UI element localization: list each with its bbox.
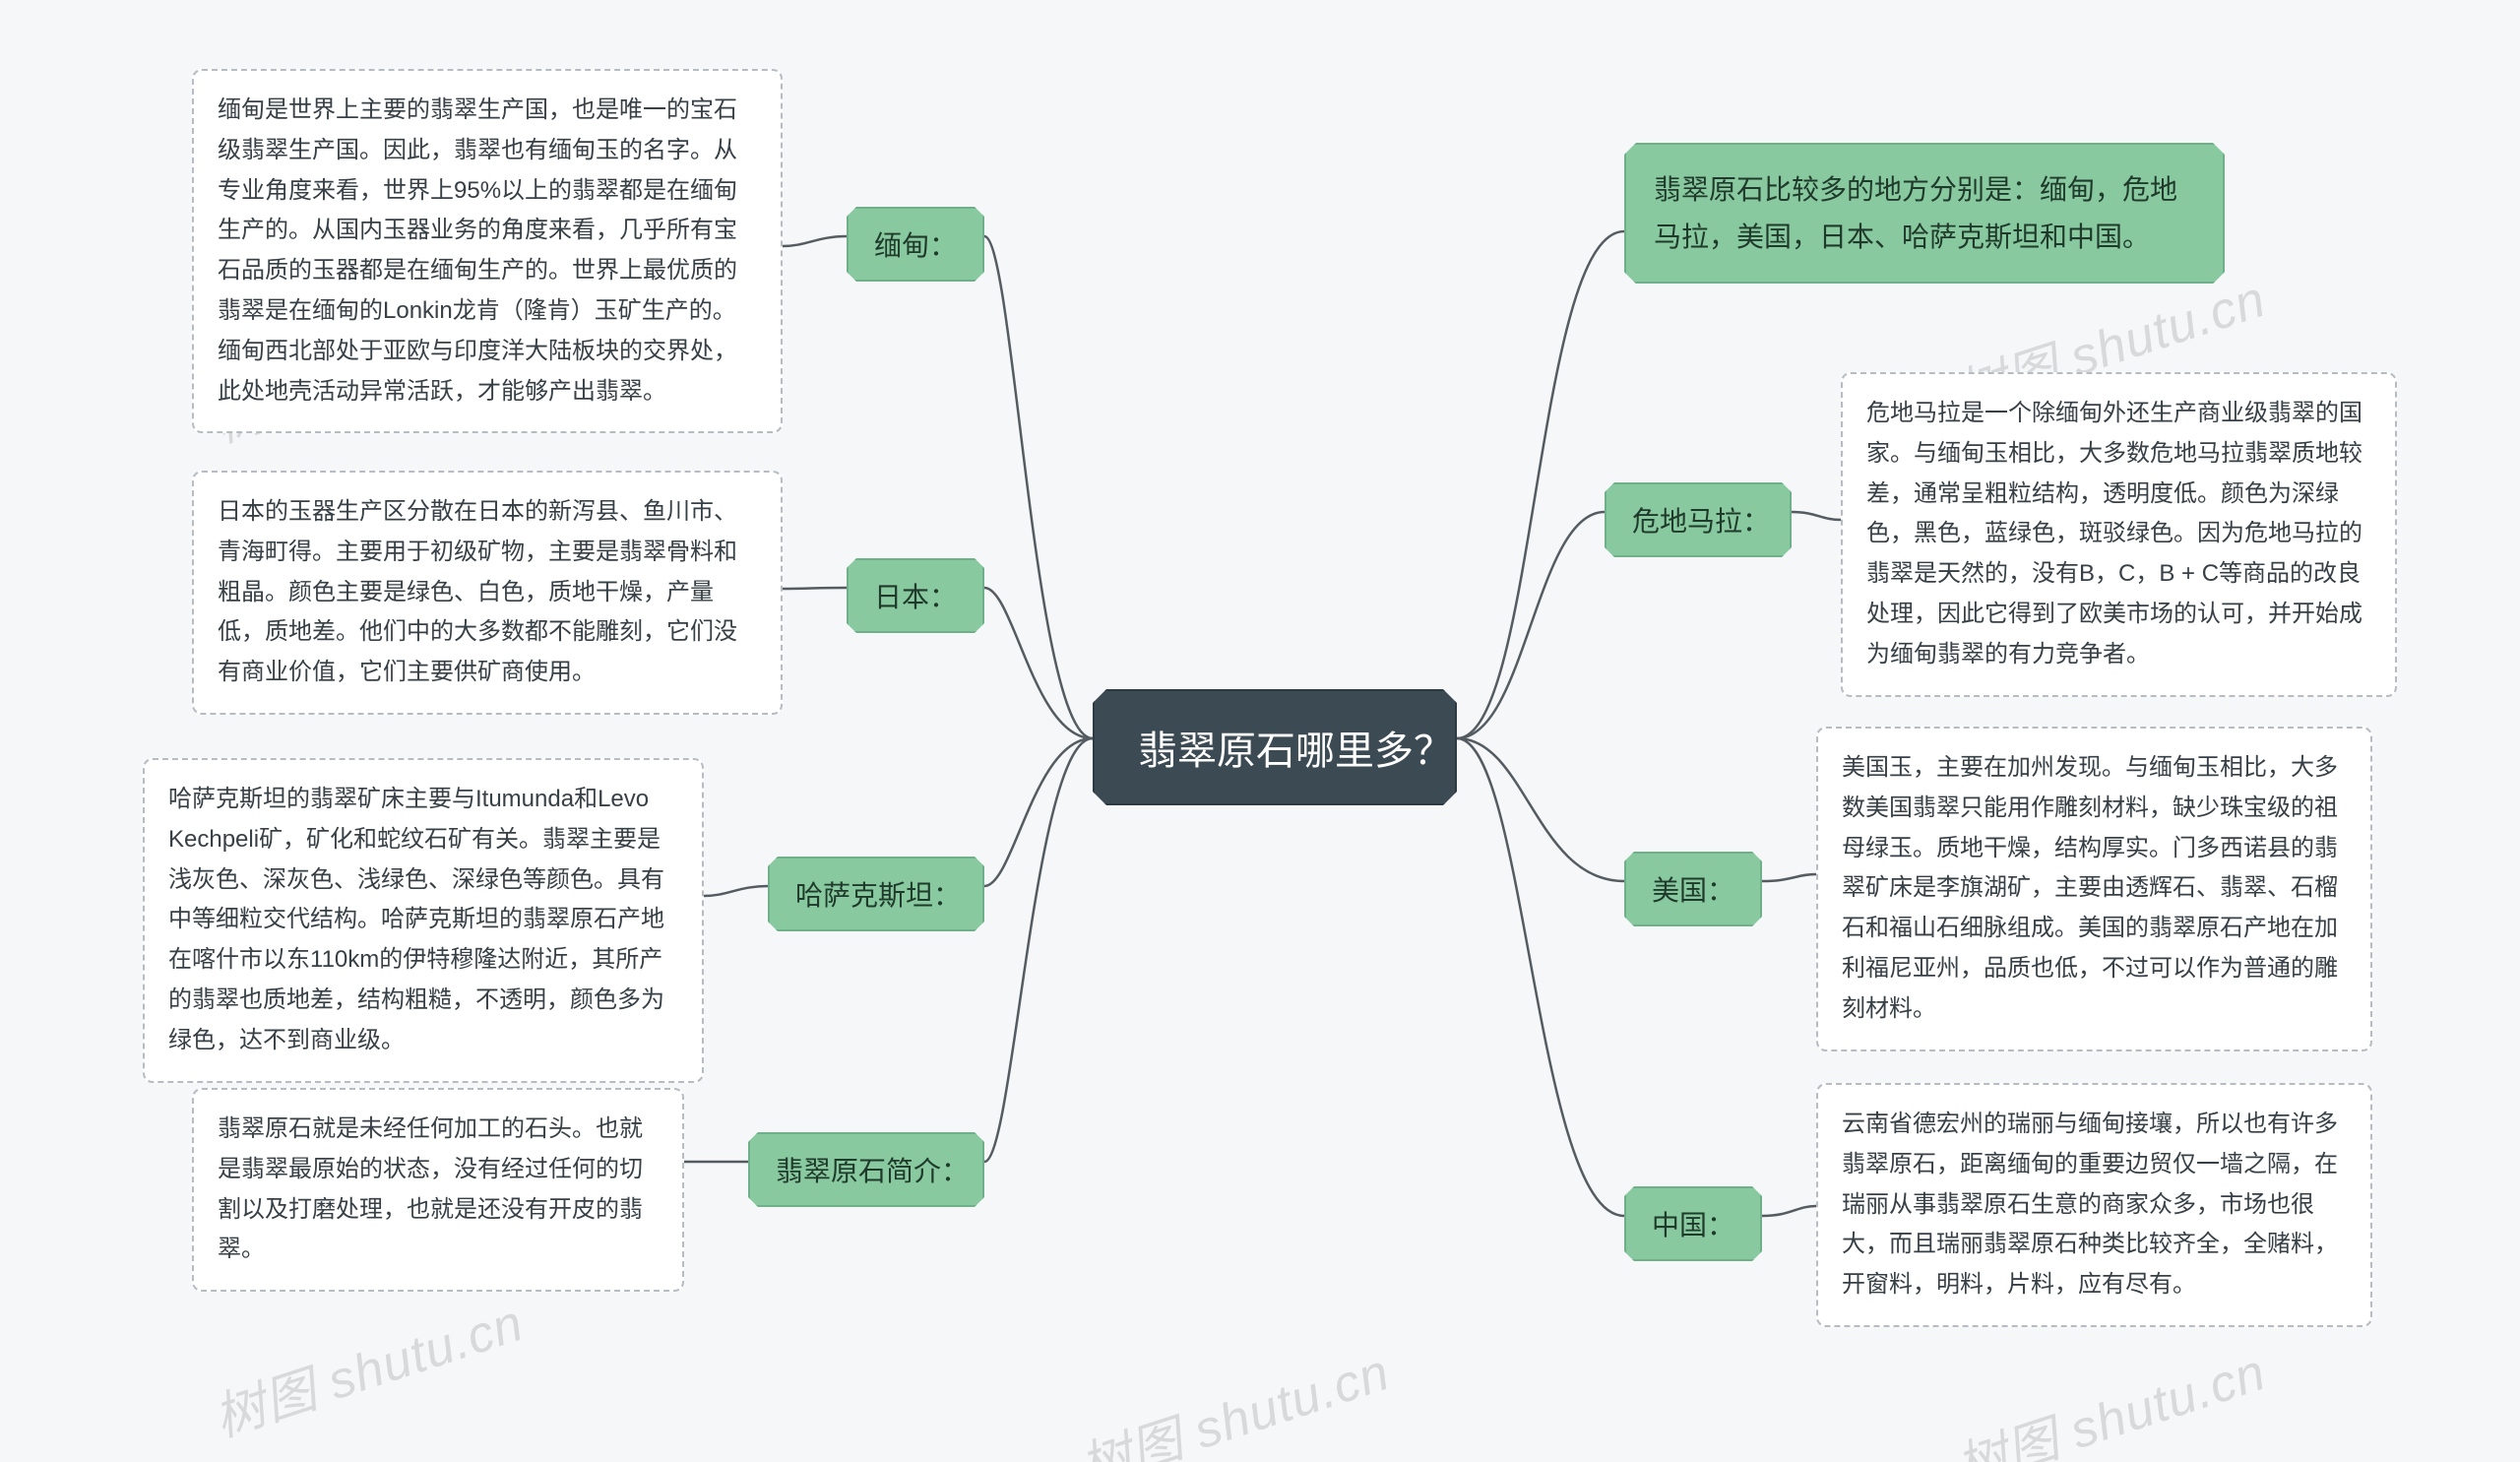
watermark: 树图 shutu.cn bbox=[1945, 1330, 2273, 1462]
cat-intro[interactable]: 翡翠原石简介： bbox=[748, 1132, 984, 1207]
desc-guatemala: 危地马拉是一个除缅甸外还生产商业级翡翠的国家。与缅甸玉相比，大多数危地马拉翡翠质… bbox=[1841, 372, 2397, 697]
desc-usa: 美国玉，主要在加州发现。与缅甸玉相比，大多数美国翡翠只能用作雕刻材料，缺少珠宝级… bbox=[1816, 727, 2372, 1051]
desc-kazakhstan: 哈萨克斯坦的翡翠矿床主要与Itumunda和Levo Kechpeli矿，矿化和… bbox=[143, 758, 704, 1083]
cat-myanmar[interactable]: 缅甸： bbox=[847, 207, 984, 282]
center-topic[interactable]: 翡翠原石哪里多？ bbox=[1093, 689, 1457, 805]
desc-japan: 日本的玉器生产区分散在日本的新泻县、鱼川市、青海町得。主要用于初级矿物，主要是翡… bbox=[192, 471, 783, 715]
desc-china: 云南省德宏州的瑞丽与缅甸接壤，所以也有许多翡翠原石，距离缅甸的重要边贸仅一墙之隔… bbox=[1816, 1083, 2372, 1327]
cat-china[interactable]: 中国： bbox=[1624, 1186, 1762, 1261]
cat-kazakhstan[interactable]: 哈萨克斯坦： bbox=[768, 857, 984, 931]
cat-guatemala[interactable]: 危地马拉： bbox=[1605, 482, 1792, 557]
desc-myanmar: 缅甸是世界上主要的翡翠生产国，也是唯一的宝石级翡翠生产国。因此，翡翠也有缅甸玉的… bbox=[192, 69, 783, 433]
watermark: 树图 shutu.cn bbox=[203, 1281, 531, 1450]
summary-node[interactable]: 翡翠原石比较多的地方分别是：缅甸，危地马拉，美国，日本、哈萨克斯坦和中国。 bbox=[1624, 143, 2225, 284]
watermark: 树图 shutu.cn bbox=[1069, 1330, 1397, 1462]
cat-japan[interactable]: 日本： bbox=[847, 558, 984, 633]
cat-usa[interactable]: 美国： bbox=[1624, 852, 1762, 926]
desc-intro: 翡翠原石就是未经任何加工的石头。也就是翡翠最原始的状态，没有经过任何的切割以及打… bbox=[192, 1088, 684, 1292]
